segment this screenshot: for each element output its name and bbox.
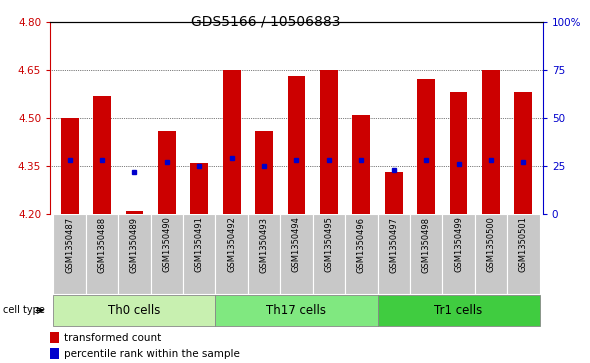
Text: GSM1350496: GSM1350496	[357, 217, 366, 273]
Text: cell type: cell type	[3, 305, 45, 315]
Text: GDS5166 / 10506883: GDS5166 / 10506883	[191, 15, 340, 29]
Text: GSM1350499: GSM1350499	[454, 217, 463, 273]
Text: GSM1350493: GSM1350493	[260, 217, 268, 273]
Bar	[93, 95, 111, 214]
Text: GSM1350492: GSM1350492	[227, 217, 236, 273]
Bar	[126, 211, 143, 214]
Bar	[223, 70, 241, 214]
Bar	[280, 214, 313, 294]
Bar	[248, 214, 280, 294]
Text: GSM1350497: GSM1350497	[389, 217, 398, 273]
Bar	[378, 295, 540, 326]
Text: GSM1350498: GSM1350498	[422, 217, 431, 273]
Bar	[475, 214, 507, 294]
Bar	[255, 131, 273, 214]
Bar	[345, 214, 378, 294]
Text: transformed count: transformed count	[64, 333, 161, 343]
Text: GSM1350500: GSM1350500	[486, 217, 496, 273]
Bar	[86, 214, 118, 294]
Bar	[50, 332, 59, 343]
Text: Tr1 cells: Tr1 cells	[434, 304, 483, 317]
Bar	[450, 92, 467, 214]
Text: GSM1350495: GSM1350495	[324, 217, 333, 273]
Bar	[215, 214, 248, 294]
Text: GSM1350487: GSM1350487	[65, 217, 74, 273]
Text: GSM1350494: GSM1350494	[292, 217, 301, 273]
Bar	[53, 295, 215, 326]
Bar	[50, 348, 59, 359]
Bar	[313, 214, 345, 294]
Bar	[482, 70, 500, 214]
Text: GSM1350488: GSM1350488	[97, 217, 107, 273]
Bar	[53, 214, 86, 294]
Bar	[61, 118, 78, 214]
Bar	[158, 131, 176, 214]
Bar	[118, 214, 150, 294]
Bar	[442, 214, 475, 294]
Bar	[320, 70, 338, 214]
Text: percentile rank within the sample: percentile rank within the sample	[64, 349, 240, 359]
Text: Th0 cells: Th0 cells	[108, 304, 160, 317]
Bar	[352, 115, 370, 214]
Text: GSM1350491: GSM1350491	[195, 217, 204, 273]
Bar	[514, 92, 532, 214]
Bar	[191, 163, 208, 214]
Text: GSM1350490: GSM1350490	[162, 217, 171, 273]
Text: GSM1350501: GSM1350501	[519, 217, 528, 273]
Bar	[410, 214, 442, 294]
Bar	[417, 79, 435, 214]
Text: GSM1350489: GSM1350489	[130, 217, 139, 273]
Bar	[183, 214, 215, 294]
Bar	[287, 76, 306, 214]
Bar	[507, 214, 540, 294]
Bar	[385, 172, 402, 214]
Bar	[150, 214, 183, 294]
Text: Th17 cells: Th17 cells	[267, 304, 326, 317]
Bar	[215, 295, 378, 326]
Bar	[378, 214, 410, 294]
